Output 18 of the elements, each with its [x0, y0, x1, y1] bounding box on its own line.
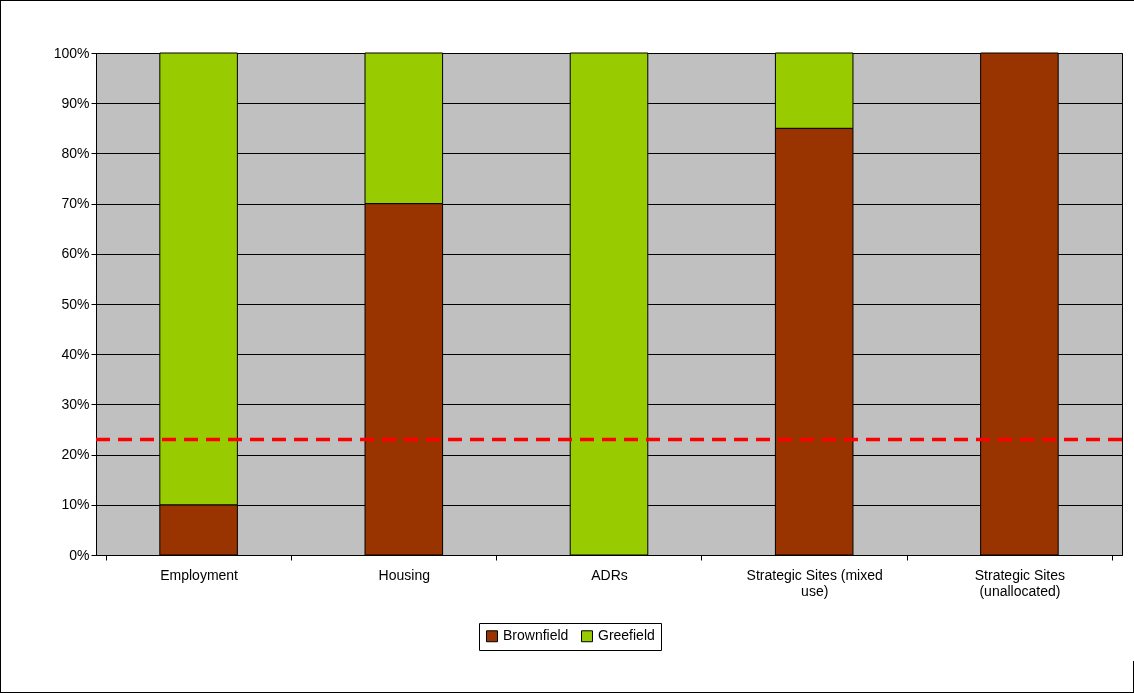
y-tick-label: 30% [61, 395, 90, 412]
x-tick-label: Strategic Sites (mixed use) [746, 566, 883, 599]
y-tick-label: 40% [61, 345, 90, 362]
y-tick-label: 70% [61, 195, 90, 212]
y-tick-label: 10% [61, 496, 90, 513]
legend-label: Brownfield [503, 627, 569, 644]
y-tick-label: 80% [61, 144, 90, 161]
y-tick-label: 90% [61, 94, 90, 111]
x-tick-label: ADRs [591, 566, 628, 583]
legend-label: Greefield [598, 627, 655, 644]
y-tick-label: 0% [69, 546, 90, 563]
y-tick-label: 100% [53, 44, 90, 61]
x-tick-label: Employment [160, 566, 239, 583]
x-tick-label: Strategic Sites (unallocated) [974, 566, 1066, 599]
y-tick-label: 60% [61, 245, 90, 262]
y-tick-label: 20% [61, 446, 90, 463]
y-tick-label: 50% [61, 295, 90, 312]
x-tick-label: Housing [378, 566, 430, 583]
